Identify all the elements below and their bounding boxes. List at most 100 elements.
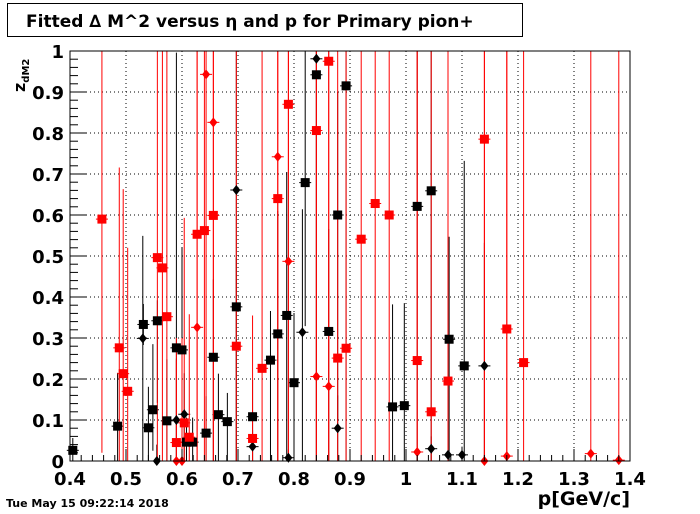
data-point-square [399, 401, 409, 411]
data-point-square [231, 302, 241, 312]
data-point-square [192, 229, 202, 239]
data-point-square [199, 226, 209, 236]
data-point-square [162, 312, 172, 322]
data-point-square [208, 352, 218, 362]
data-point-square [384, 210, 394, 220]
y-tick-label: 0.6 [32, 206, 64, 227]
data-point-square [157, 263, 167, 273]
data-point-diamond [324, 381, 333, 392]
data-point-square [213, 410, 223, 420]
data-point-square [143, 423, 153, 433]
y-tick-label: 0 [51, 452, 64, 473]
data-point-square [519, 358, 529, 368]
data-point-square [273, 194, 283, 204]
data-point-square [426, 186, 436, 196]
y-axis-label: zdM2 [10, 59, 32, 92]
y-tick-label: 0.2 [32, 370, 64, 391]
y-tick-label: 0.1 [32, 411, 64, 432]
data-point-square [68, 445, 78, 455]
data-point-square [177, 345, 187, 355]
y-tick-label: 0.5 [32, 247, 64, 268]
data-point-square [181, 437, 191, 447]
x-tick-label: 1 [400, 469, 413, 490]
data-point-square [248, 433, 258, 443]
data-point-square [114, 343, 124, 353]
data-point-square [118, 369, 128, 379]
x-tick-label: 0.7 [222, 469, 254, 490]
data-point-square [123, 386, 133, 396]
data-point-square [289, 378, 299, 388]
data-point-square [426, 407, 436, 417]
x-tick-label: 1.2 [502, 469, 534, 490]
data-point-square [113, 421, 123, 431]
data-point-diamond [333, 423, 342, 434]
data-point-square [162, 416, 172, 426]
data-point-diamond [180, 409, 189, 420]
data-point-square [201, 428, 211, 438]
data-point-diamond [202, 69, 211, 80]
data-point-square [356, 234, 366, 244]
y-axis-label-main: z [10, 82, 29, 92]
data-point-square [248, 412, 258, 422]
data-point-square [282, 310, 292, 320]
data-point-square [341, 81, 351, 91]
x-tick-label: 0.5 [110, 469, 142, 490]
data-point-square [388, 402, 398, 412]
title-box: Fitted ∆ M^2 versus η and p for Primary … [7, 3, 523, 37]
data-point-diamond [172, 415, 181, 425]
data-point-square [188, 437, 198, 447]
data-point-square [148, 405, 158, 415]
data-point-diamond [273, 151, 282, 162]
data-point-square [324, 56, 334, 66]
x-tick-label: 0.4 [54, 469, 86, 490]
tick-labels: 0.4 0.5 0.6 0.7 0.8 0.9 1 1.1 1.2 1.3 1.4 0 0.1 0.2 0.… [32, 42, 646, 490]
y-tick-label: 0.7 [32, 165, 64, 186]
data-point-diamond [413, 446, 422, 457]
x-tick-label: 0.6 [166, 469, 198, 490]
data-point-square [97, 214, 107, 224]
data-point-square [231, 341, 241, 351]
data-point-square [333, 353, 343, 363]
data-point-diamond [232, 184, 241, 195]
data-point-square [171, 343, 181, 353]
data-point-diamond [586, 448, 595, 459]
data-markers [68, 53, 623, 466]
data-point-diamond [298, 327, 307, 338]
y-tick-label: 0.8 [32, 124, 64, 145]
data-point-square [311, 126, 321, 136]
chart-title: Fitted ∆ M^2 versus η and p for Primary … [26, 12, 474, 32]
axis-ticks [69, 50, 631, 462]
data-point-diamond [209, 117, 218, 128]
y-tick-label: 0.4 [32, 288, 64, 309]
data-point-square [257, 363, 267, 373]
data-point-square [443, 376, 453, 386]
y-tick-label: 0.3 [32, 329, 64, 350]
y-axis-label-sub: dM2 [21, 58, 33, 83]
data-point-square [412, 201, 422, 211]
data-point-square [179, 418, 189, 428]
data-point-diamond [138, 333, 147, 344]
y-tick-label: 0.9 [32, 83, 64, 104]
data-point-square [459, 361, 469, 371]
data-point-square [300, 178, 310, 188]
data-point-square [138, 319, 148, 329]
data-point-square [311, 70, 321, 80]
data-point-square [184, 432, 194, 442]
data-point-square [444, 334, 454, 344]
data-point-diamond [284, 452, 293, 463]
data-point-square [171, 438, 181, 448]
data-point-square [222, 417, 232, 427]
y-tick-label: 1 [51, 42, 64, 63]
x-tick-label: 1.1 [446, 469, 478, 490]
timestamp: Tue May 15 09:22:14 2018 [6, 497, 169, 510]
data-point-square [412, 356, 422, 366]
data-point-diamond [480, 360, 489, 371]
data-point-diamond [284, 256, 293, 267]
data-point-square [324, 326, 334, 336]
data-point-diamond [312, 53, 321, 64]
data-point-diamond [193, 322, 202, 333]
data-point-square [479, 134, 489, 144]
data-point-square [273, 329, 283, 339]
data-point-diamond [312, 371, 321, 382]
x-tick-label: 0.8 [278, 469, 310, 490]
